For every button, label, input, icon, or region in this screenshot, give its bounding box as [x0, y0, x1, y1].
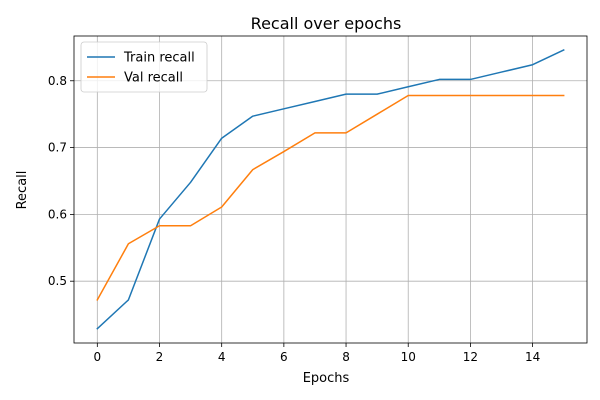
legend-label-1: Val recall: [124, 71, 183, 86]
series-line-0: [96, 49, 565, 330]
legend-label-0: Train recall: [123, 51, 195, 66]
y-tick-label: 0.6: [48, 207, 67, 221]
grid: [74, 36, 587, 343]
y-tick-label: 0.8: [48, 74, 67, 88]
x-tick-label: 2: [156, 350, 164, 364]
x-axis-label: Epochs: [303, 371, 350, 386]
plot-lines: [96, 49, 565, 330]
legend-box: [80, 41, 208, 93]
y-axis-label: Recall: [15, 171, 30, 210]
legend: Train recall Val recall: [80, 41, 208, 93]
x-tick-label: 6: [280, 350, 288, 364]
x-tick-label: 0: [93, 350, 101, 364]
x-tick-label: 12: [463, 350, 478, 364]
plot-frame: [73, 35, 588, 344]
x-tick-label: 14: [525, 350, 540, 364]
y-tick-label: 0.7: [48, 141, 67, 155]
x-tick-label: 4: [218, 350, 226, 364]
series-line-1: [96, 94, 565, 301]
x-tick-label: 8: [342, 350, 350, 364]
chart-title: Recall over epochs: [251, 14, 402, 33]
y-tick-label: 0.5: [48, 274, 67, 288]
axis-ticks: 0 2 4 6 8 10 12 14 0.5 0.6 0.7 0.8: [48, 74, 540, 364]
x-tick-label: 10: [401, 350, 416, 364]
